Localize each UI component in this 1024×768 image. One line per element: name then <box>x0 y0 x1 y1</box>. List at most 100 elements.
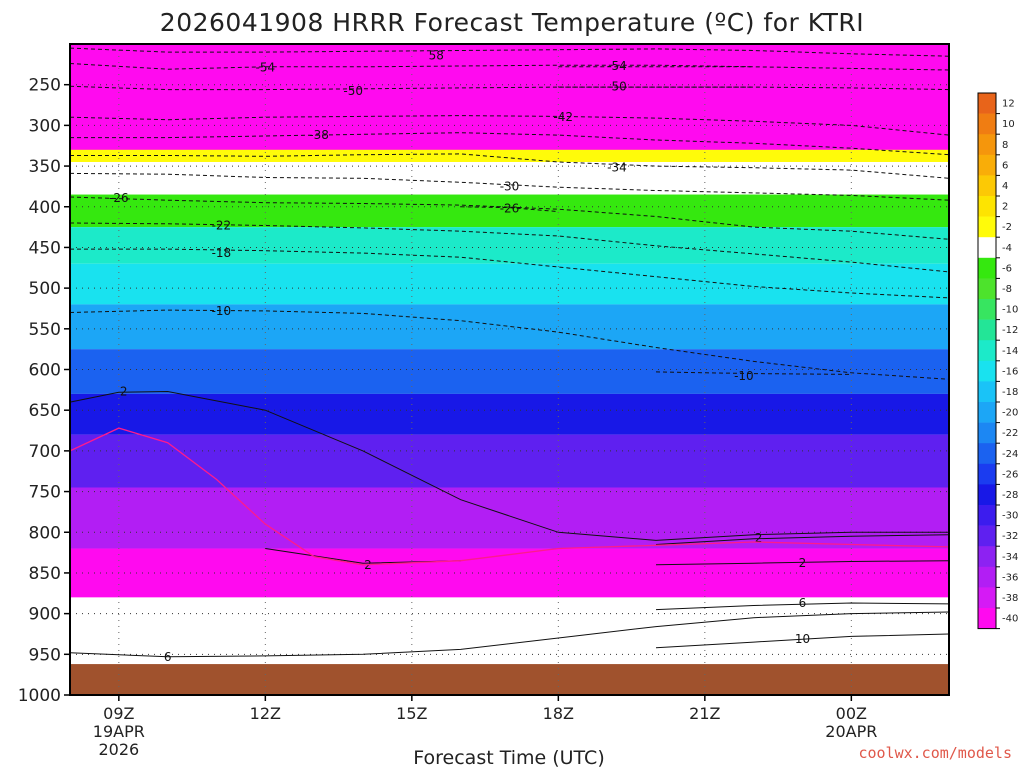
colorbar-swatch <box>978 319 996 341</box>
colorbar-swatch <box>978 196 996 217</box>
colorbar-label: -36 <box>1002 572 1018 583</box>
y-tick-label: 650 <box>29 401 61 421</box>
colorbar-swatch <box>978 175 996 197</box>
x-tick-label: 09Z <box>103 704 134 723</box>
temperature-band <box>70 349 949 394</box>
colorbar-swatch <box>978 154 996 176</box>
contour-label: -50 <box>607 79 627 93</box>
contour-line <box>460 206 559 213</box>
colorbar-swatch <box>978 402 996 423</box>
credit-text[interactable]: coolwx.com/models <box>858 744 1012 762</box>
colorbar-label: -24 <box>1002 449 1018 460</box>
colorbar-label: 6 <box>1002 160 1008 171</box>
contour-label: -22 <box>212 218 232 232</box>
plot-area: 58 -54 -54 -50 -50 -42 -38 -34 -30 -26 -26 -22 -18 -1… <box>69 43 950 696</box>
temperature-band <box>70 393 949 435</box>
colorbar-label: -26 <box>1002 469 1018 480</box>
colorbar-label: -40 <box>1002 614 1018 625</box>
colorbar-swatch <box>978 360 996 382</box>
ground-fill <box>70 664 949 695</box>
contour-label: -50 <box>343 84 363 98</box>
y-tick-label: 1000 <box>18 686 61 706</box>
contour-line <box>69 309 950 380</box>
x-tick-label: 21Z <box>689 704 720 723</box>
contour-label: 2 <box>799 556 807 570</box>
x-axis-label: Forecast Time (UTC) <box>413 747 604 768</box>
y-tick-label: 800 <box>29 523 61 543</box>
colorbar-swatch <box>978 278 996 300</box>
colorbar-swatch <box>978 484 996 506</box>
y-tick-label: 300 <box>29 116 61 136</box>
y-tick-label: 250 <box>29 76 61 96</box>
colorbar-label: -10 <box>1002 305 1018 316</box>
y-tick-label: 550 <box>29 320 61 340</box>
contour-line <box>69 390 949 541</box>
colorbar-swatch <box>978 93 996 114</box>
colorbar-label: -22 <box>1002 428 1018 439</box>
contour-label: -54 <box>256 61 276 75</box>
colorbar: 12 10 8 6 4 2 -2 -4 -6 -8 -10 -12 -14 -16 -18 -20 -22 -24… <box>977 92 1018 630</box>
contour-line <box>655 602 950 611</box>
colorbar-label: -8 <box>1002 284 1012 295</box>
temperature-band <box>70 44 949 150</box>
y-tick-label: 850 <box>29 564 61 584</box>
colorbar-label: 8 <box>1002 140 1008 151</box>
colorbar-label: 4 <box>1002 181 1008 192</box>
colorbar-label: -32 <box>1002 531 1018 542</box>
y-axis: 250 300 350 400 450 500 550 600 650 700 750 800 850 9… <box>18 76 70 706</box>
contour-label: 6 <box>164 650 172 664</box>
chart-title: 2026041908 HRRR Forecast Temperature (ºC… <box>160 8 864 37</box>
colorbar-swatch <box>978 113 996 135</box>
y-tick-label: 750 <box>29 483 61 503</box>
colorbar-label: -6 <box>1002 263 1012 274</box>
y-tick-label: 600 <box>29 361 61 381</box>
colorbar-swatch <box>978 237 996 259</box>
contour-line <box>655 534 950 545</box>
temperature-band <box>70 487 949 549</box>
colorbar-label: -18 <box>1002 387 1018 398</box>
temperature-band <box>70 548 949 598</box>
colorbar-swatch <box>978 381 996 403</box>
y-tick-label: 350 <box>29 157 61 177</box>
x-tick-date: 19APR <box>93 722 145 741</box>
contour-label: -38 <box>309 128 329 142</box>
colorbar-label: -38 <box>1002 593 1018 604</box>
x-tick-label: 15Z <box>396 704 427 723</box>
colorbar-label: -14 <box>1002 346 1018 357</box>
colorbar-label: -30 <box>1002 511 1018 522</box>
contour-label: -10 <box>734 369 754 383</box>
y-tick-label: 400 <box>29 198 61 218</box>
contour-label: -10 <box>212 304 232 318</box>
colorbar-swatch <box>978 608 996 629</box>
colorbar-swatch <box>978 443 996 465</box>
contour-line <box>655 371 852 375</box>
contour-label: -26 <box>109 191 129 205</box>
temperature-band <box>70 263 949 305</box>
y-tick-label: 700 <box>29 442 61 462</box>
colorbar-label: -12 <box>1002 325 1018 336</box>
colorbar-swatch <box>978 463 996 485</box>
colorbar-label: 2 <box>1002 202 1008 213</box>
contour-line <box>655 633 950 649</box>
contour-label: -26 <box>500 201 520 215</box>
x-tick-date: 20APR <box>825 722 877 741</box>
colorbar-label: -34 <box>1002 552 1018 563</box>
colorbar-swatch <box>978 566 996 588</box>
colorbar-swatch <box>978 340 996 362</box>
contour-line <box>69 611 950 658</box>
contour-label: 6 <box>799 596 807 610</box>
x-tick-label: 12Z <box>250 704 281 723</box>
contour-label: -54 <box>607 59 627 73</box>
y-tick-label: 950 <box>29 645 61 665</box>
contour-label: 2 <box>755 531 763 545</box>
temperature-band <box>70 161 949 195</box>
colorbar-swatch <box>978 525 996 547</box>
colorbar-swatch <box>978 546 996 568</box>
contour-label: -18 <box>212 246 232 260</box>
colorbar-label: -4 <box>1002 243 1012 254</box>
contour-label: 58 <box>429 48 444 62</box>
y-tick-label: 900 <box>29 605 61 625</box>
colorbar-label: 10 <box>1002 119 1015 130</box>
x-tick-label: 00Z <box>836 704 867 723</box>
freezing-line <box>69 427 950 566</box>
